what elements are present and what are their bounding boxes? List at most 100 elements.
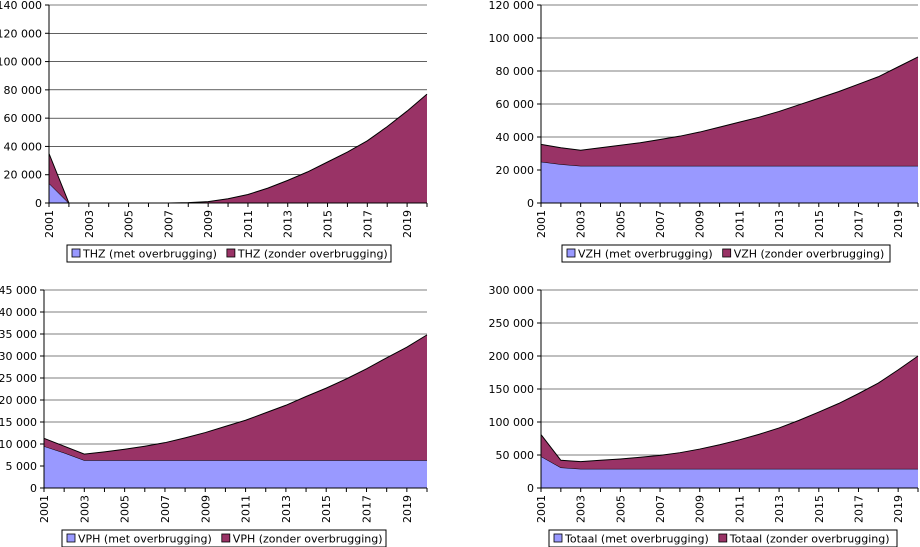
y-tick-label: 5 000 <box>6 460 38 473</box>
x-tick-label: 2011 <box>240 495 253 523</box>
legend-label: Totaal (met overbrugging) <box>564 533 709 546</box>
x-tick-label: 2011 <box>733 495 746 523</box>
legend-label: VZH (met overbrugging) <box>578 248 713 261</box>
thz-chart-panel: 0 20 000 40 000 60 000 80 000 100 000 120 000 1… <box>0 0 428 263</box>
x-tick-label: 2009 <box>202 210 215 238</box>
y-tick-label: 30 000 <box>0 350 37 363</box>
x-tick-label: 2007 <box>654 210 667 238</box>
x-tick-label: 2003 <box>83 210 96 238</box>
x-tick-label: 2001 <box>43 210 56 238</box>
series-area <box>44 334 427 461</box>
x-tick-label: 2015 <box>813 210 826 238</box>
x-tick-label: 2011 <box>733 210 746 238</box>
y-tick-label: 40 000 <box>4 140 43 153</box>
legend-label: Totaal (zonder overbrugging) <box>729 533 890 546</box>
y-tick-label: 300 000 <box>489 284 535 297</box>
y-tick-label: 0 <box>527 482 534 495</box>
series-area <box>541 356 918 469</box>
x-tick-label: 2015 <box>813 495 826 523</box>
y-tick-label: 40 000 <box>0 306 37 319</box>
y-tick-label: 100 000 <box>489 416 535 429</box>
series-area <box>44 446 427 488</box>
y-tick-label: 45 000 <box>0 284 37 297</box>
y-tick-label: 250 000 <box>489 317 535 330</box>
y-tick-label: 15 000 <box>0 416 37 429</box>
x-tick-label: 2017 <box>361 210 374 238</box>
y-tick-label: 0 <box>527 197 534 210</box>
x-tick-label: 2007 <box>162 210 175 238</box>
totaal-chart-panel: 0 50 000 100 000 150 000 200 000 250 000 300 0… <box>489 284 919 547</box>
series-line <box>43 334 428 455</box>
y-tick-label: 0 <box>30 482 37 495</box>
vph-chart-panel: 0 5 000 10 000 15 000 20 000 25 000 30 000 35 0… <box>0 284 428 547</box>
series-area <box>541 456 918 488</box>
x-tick-label: 2009 <box>694 495 707 523</box>
y-tick-label: 40 000 <box>496 131 535 144</box>
x-tick-label: 2013 <box>773 210 786 238</box>
legend-swatch <box>71 248 81 258</box>
series-line <box>540 355 919 463</box>
y-tick-label: 120 000 <box>489 0 535 12</box>
legend-label: VZH (zonder overbrugging) <box>734 248 885 261</box>
y-tick-label: 25 000 <box>0 372 37 385</box>
x-tick-label: 2011 <box>242 210 255 238</box>
y-tick-label: 200 000 <box>489 350 535 363</box>
series-area <box>541 161 918 203</box>
series-area <box>49 94 427 203</box>
y-tick-label: 20 000 <box>4 169 43 182</box>
x-tick-label: 2015 <box>322 210 335 238</box>
legend-swatch <box>226 248 236 258</box>
x-tick-label: 2015 <box>320 495 333 523</box>
y-tick-label: 60 000 <box>496 98 535 111</box>
x-tick-label: 2003 <box>78 495 91 523</box>
x-tick-label: 2017 <box>361 495 374 523</box>
legend-swatch <box>66 533 76 543</box>
y-tick-label: 20 000 <box>496 164 535 177</box>
x-tick-label: 2007 <box>654 495 667 523</box>
legend-swatch <box>566 248 576 258</box>
series-line <box>540 56 919 151</box>
x-tick-label: 2007 <box>159 495 172 523</box>
y-tick-label: 100 000 <box>489 32 535 45</box>
x-tick-label: 2019 <box>401 495 414 523</box>
legend-label: VPH (met overbrugging) <box>78 533 212 546</box>
series-area <box>541 56 918 166</box>
y-tick-label: 120 000 <box>0 27 42 40</box>
x-tick-label: 2019 <box>401 210 414 238</box>
x-tick-label: 2017 <box>852 210 865 238</box>
y-tick-label: 20 000 <box>0 394 37 407</box>
x-tick-label: 2005 <box>123 210 136 238</box>
x-tick-label: 2001 <box>38 495 51 523</box>
x-tick-label: 2001 <box>535 495 548 523</box>
x-tick-label: 2017 <box>852 495 865 523</box>
x-tick-label: 2013 <box>282 210 295 238</box>
y-tick-label: 140 000 <box>0 0 42 12</box>
x-tick-label: 2005 <box>614 495 627 523</box>
x-tick-label: 2009 <box>199 495 212 523</box>
x-tick-label: 2005 <box>614 210 627 238</box>
legend-label: THZ (zonder overbrugging) <box>237 248 388 261</box>
y-tick-label: 80 000 <box>496 65 535 78</box>
x-tick-label: 2013 <box>280 495 293 523</box>
x-tick-label: 2009 <box>694 210 707 238</box>
x-tick-label: 2019 <box>892 495 905 523</box>
y-tick-label: 100 000 <box>0 56 42 69</box>
y-tick-label: 150 000 <box>489 383 535 396</box>
legend-swatch <box>221 533 231 543</box>
vzh-chart-panel: 0 20 000 40 000 60 000 80 000 100 000 120 000 2… <box>489 0 919 263</box>
x-tick-label: 2019 <box>892 210 905 238</box>
legend-swatch <box>718 533 728 543</box>
y-tick-label: 60 000 <box>4 112 43 125</box>
y-tick-label: 80 000 <box>4 84 43 97</box>
legend-label: VPH (zonder overbrugging) <box>233 533 383 546</box>
y-tick-label: 0 <box>35 197 42 210</box>
y-tick-label: 50 000 <box>496 449 535 462</box>
legend-label: THZ (met overbrugging) <box>82 248 217 261</box>
legend-swatch <box>553 533 563 543</box>
x-tick-label: 2005 <box>119 495 132 523</box>
x-tick-label: 2003 <box>575 210 588 238</box>
x-tick-label: 2013 <box>773 495 786 523</box>
y-tick-label: 10 000 <box>0 438 37 451</box>
x-tick-label: 2001 <box>535 210 548 238</box>
